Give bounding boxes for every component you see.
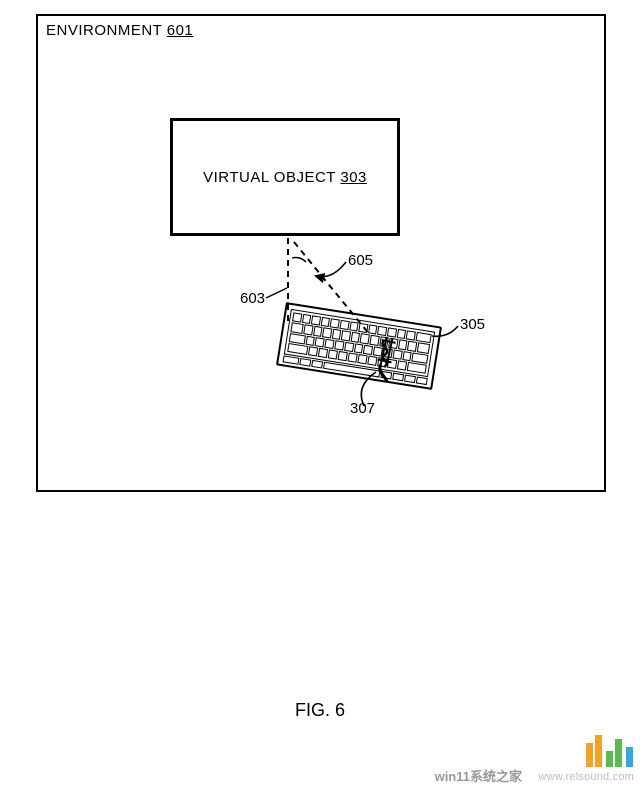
virtual-object-label-text: VIRTUAL OBJECT <box>203 169 336 186</box>
environment-label-number: 601 <box>167 22 194 39</box>
ref-307: 307 <box>350 400 375 417</box>
virtual-object-box: VIRTUAL OBJECT 303 <box>170 118 400 236</box>
watermark-url-text: www.relsound.com <box>538 771 634 783</box>
ref-605: 605 <box>348 252 373 269</box>
environment-label: ENVIRONMENT 601 <box>46 22 193 39</box>
ref-305: 305 <box>460 316 485 333</box>
figure-caption: FIG. 6 <box>0 700 640 721</box>
watermark-left-text: win11系统之家 <box>435 766 522 785</box>
environment-frame <box>36 14 606 492</box>
virtual-object-label-number: 303 <box>340 169 367 186</box>
logo-icon <box>586 729 634 767</box>
ref-603: 603 <box>240 290 265 307</box>
virtual-object-label: VIRTUAL OBJECT 303 <box>203 169 367 186</box>
page-root: ENVIRONMENT 601 VIRTUAL OBJECT 303 <box>0 0 640 787</box>
environment-label-text: ENVIRONMENT <box>46 22 162 39</box>
